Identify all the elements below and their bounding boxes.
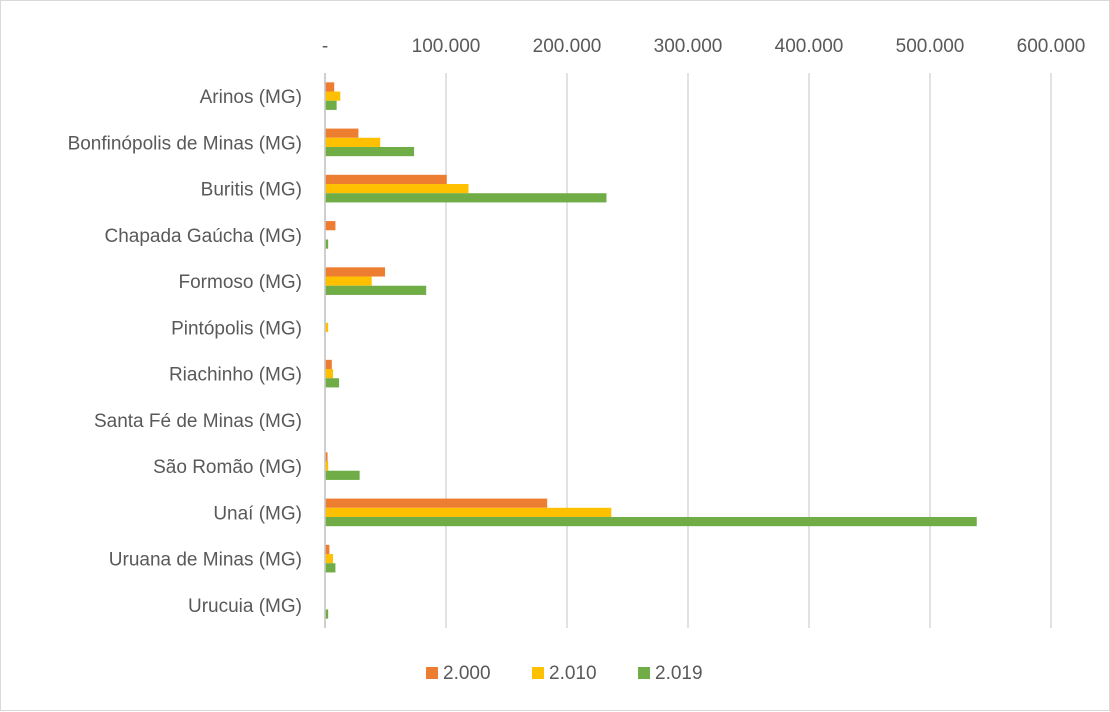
bar-2000-8	[325, 452, 328, 462]
bar-2010-1	[325, 137, 381, 147]
category-label: Arinos (MG)	[200, 87, 302, 108]
bar-2000-9	[325, 498, 548, 508]
category-label: Uruana de Minas (MG)	[109, 550, 302, 571]
category-label: Chapada Gaúcha (MG)	[105, 226, 303, 247]
bar-2019-4	[325, 285, 427, 295]
category-label: Buritis (MG)	[201, 180, 302, 201]
legend-label: 2.019	[655, 663, 703, 684]
gridlines	[324, 73, 1052, 628]
x-tick-label: 100.000	[412, 36, 481, 57]
bar-2010-4	[325, 276, 372, 286]
category-label: São Romão (MG)	[153, 457, 302, 478]
bar-2019-0	[325, 100, 337, 110]
x-tick-label: -	[322, 36, 328, 57]
x-tick-label: 600.000	[1017, 36, 1086, 57]
bar-2010-6	[325, 369, 334, 379]
legend-label: 2.010	[549, 663, 597, 684]
legend: 2.000 2.010 2.019	[426, 663, 703, 684]
bar-2019-8	[325, 470, 360, 480]
bar-2019-3	[325, 239, 329, 249]
category-label: Riachinho (MG)	[169, 365, 302, 386]
bar-2010-9	[325, 507, 612, 517]
x-tick-label: 200.000	[533, 36, 602, 57]
bar-2000-1	[325, 128, 359, 138]
category-label: Santa Fé de Minas (MG)	[94, 411, 302, 432]
legend-swatch	[426, 667, 438, 679]
bar-2000-2	[325, 174, 447, 185]
bar-2010-0	[325, 91, 341, 101]
x-tick-label: 400.000	[775, 36, 844, 57]
category-label: Pintópolis (MG)	[171, 318, 302, 339]
bar-2000-0	[325, 82, 335, 92]
bar-2010-2	[325, 184, 469, 194]
x-axis-ticks: - 100.000 200.000 300.000 400.000 500.000 600.…	[322, 36, 1086, 57]
bar-2019-11	[325, 609, 329, 619]
bar-2000-10	[325, 544, 330, 555]
x-tick-label: 300.000	[654, 36, 723, 57]
bar-2000-4	[325, 267, 386, 277]
bar-2000-3	[325, 221, 336, 231]
category-label: Urucuia (MG)	[188, 596, 302, 617]
category-label: Unaí (MG)	[213, 503, 302, 524]
category-label: Bonfinópolis de Minas (MG)	[68, 133, 302, 154]
bar-2019-6	[325, 378, 340, 388]
bar-2019-1	[325, 146, 415, 157]
legend-label: 2.000	[443, 663, 491, 684]
bar-2010-5	[325, 322, 329, 332]
bars	[325, 82, 977, 619]
category-axis: Arinos (MG) Bonfinópolis de Minas (MG) Bur…	[68, 87, 302, 617]
category-label: Formoso (MG)	[179, 272, 303, 293]
legend-swatch	[532, 667, 544, 679]
bar-2019-10	[325, 563, 336, 573]
x-tick-label: 500.000	[896, 36, 965, 57]
bar-2019-2	[325, 193, 607, 203]
legend-swatch	[638, 667, 650, 679]
bar-2010-10	[325, 554, 334, 564]
bar-2010-8	[325, 461, 329, 471]
bar-2000-6	[325, 359, 332, 370]
bar-2019-9	[325, 516, 977, 527]
